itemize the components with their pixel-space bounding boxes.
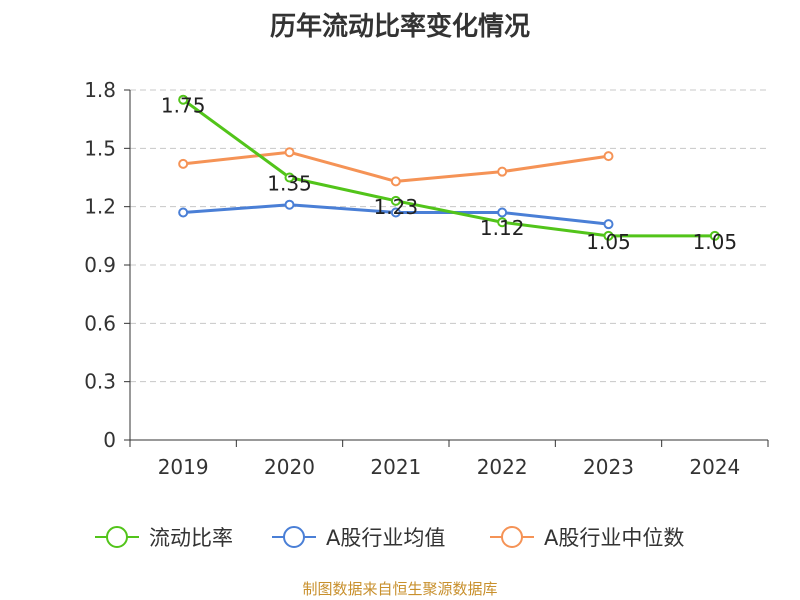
source-credit: 制图数据来自恒生聚源数据库	[302, 580, 498, 598]
y-tick-label: 1.5	[84, 136, 116, 160]
x-tick-label: 2019	[158, 455, 209, 479]
data-label: 1.12	[480, 216, 525, 240]
data-label: 1.75	[161, 94, 206, 118]
x-tick-label: 2021	[370, 455, 421, 479]
y-tick-label: 0	[103, 428, 116, 452]
data-point	[284, 172, 295, 183]
x-tick-label: 2024	[689, 455, 740, 479]
data-point	[284, 147, 295, 158]
data-label: 1.05	[586, 230, 631, 254]
legend-marker	[283, 526, 305, 548]
data-point	[178, 158, 189, 169]
data-point	[603, 151, 614, 162]
legend-label: 流动比率	[149, 526, 233, 550]
chart-title: 历年流动比率变化情况	[269, 12, 530, 42]
data-point	[709, 230, 720, 241]
legend-marker	[106, 526, 128, 548]
legend-label: A股行业均值	[326, 526, 445, 550]
data-point	[390, 176, 401, 187]
data-point	[390, 207, 401, 218]
y-tick-label: 0.6	[84, 311, 116, 335]
x-tick-label: 2020	[264, 455, 315, 479]
data-point	[497, 217, 508, 228]
series-line-0	[182, 98, 715, 238]
data-point	[390, 195, 401, 206]
y-tick-label: 1.2	[84, 195, 116, 219]
data-label: 1.23	[374, 195, 419, 219]
legend-marker	[501, 526, 523, 548]
y-tick-label: 0.9	[84, 253, 116, 277]
data-point	[603, 230, 614, 241]
legend-label: A股行业中位数	[544, 526, 684, 550]
x-tick-label: 2023	[583, 455, 634, 479]
data-point	[497, 166, 508, 177]
data-point	[603, 219, 614, 230]
data-label: 1.05	[693, 230, 738, 254]
x-tick-label: 2022	[477, 455, 528, 479]
data-point	[284, 199, 295, 210]
data-point	[178, 94, 189, 105]
data-label: 1.35	[267, 172, 312, 196]
data-point	[178, 207, 189, 218]
y-tick-label: 0.3	[84, 370, 116, 394]
y-tick-label: 1.8	[84, 78, 116, 102]
data-point	[497, 207, 508, 218]
